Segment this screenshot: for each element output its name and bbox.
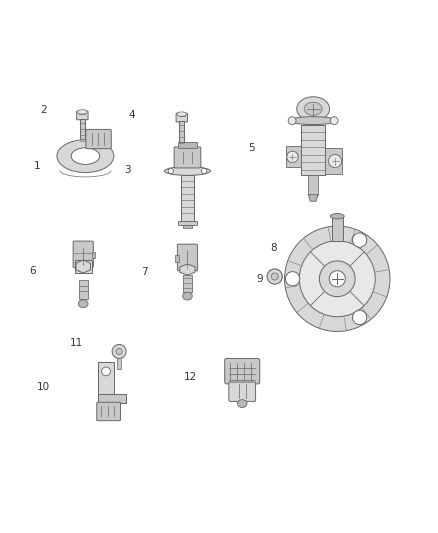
Bar (178, 142, 197, 148)
FancyBboxPatch shape (86, 130, 111, 149)
Ellipse shape (57, 140, 114, 173)
Polygon shape (308, 195, 318, 201)
Circle shape (329, 271, 345, 287)
FancyBboxPatch shape (174, 147, 201, 168)
Circle shape (286, 272, 300, 286)
Circle shape (288, 117, 296, 125)
Text: 10: 10 (37, 382, 50, 392)
Text: 8: 8 (270, 243, 277, 253)
Text: 3: 3 (124, 165, 131, 175)
Bar (178, 221, 197, 225)
FancyBboxPatch shape (176, 113, 187, 122)
Circle shape (102, 367, 110, 376)
Circle shape (330, 117, 338, 125)
Bar (92, 252, 95, 258)
Bar (175, 255, 179, 262)
Text: 4: 4 (128, 110, 135, 120)
Circle shape (201, 168, 207, 174)
Text: 12: 12 (184, 372, 197, 382)
Bar (301, 125, 325, 175)
Bar (79, 280, 88, 300)
Circle shape (353, 233, 367, 247)
FancyBboxPatch shape (177, 244, 198, 271)
FancyBboxPatch shape (97, 402, 120, 421)
Bar (332, 216, 343, 241)
Ellipse shape (177, 112, 187, 116)
Bar (183, 275, 192, 292)
Ellipse shape (297, 97, 329, 121)
Polygon shape (180, 264, 195, 275)
Bar (325, 149, 342, 174)
Bar (98, 394, 126, 403)
Bar (308, 175, 318, 195)
Bar (117, 359, 121, 369)
Bar (75, 260, 92, 273)
Circle shape (328, 155, 342, 168)
Circle shape (299, 241, 375, 317)
Circle shape (116, 349, 122, 354)
Text: 9: 9 (257, 274, 264, 284)
Text: 2: 2 (40, 104, 47, 115)
Ellipse shape (78, 300, 88, 308)
Circle shape (168, 168, 173, 174)
Circle shape (285, 226, 390, 332)
Text: 7: 7 (141, 266, 148, 277)
Bar (286, 147, 301, 167)
Ellipse shape (78, 110, 87, 114)
Ellipse shape (289, 117, 337, 125)
Ellipse shape (237, 400, 247, 408)
Circle shape (319, 261, 355, 297)
Bar (98, 361, 114, 394)
Bar (183, 225, 192, 229)
FancyBboxPatch shape (225, 359, 260, 384)
Polygon shape (76, 260, 90, 273)
Text: 11: 11 (70, 338, 83, 348)
Circle shape (267, 269, 283, 284)
Bar (179, 121, 184, 148)
Bar (181, 175, 194, 221)
Circle shape (271, 273, 278, 280)
Ellipse shape (183, 292, 192, 300)
FancyBboxPatch shape (229, 382, 256, 401)
Circle shape (287, 151, 298, 163)
Bar (80, 119, 85, 146)
Ellipse shape (71, 148, 99, 165)
Text: 6: 6 (29, 266, 36, 276)
FancyBboxPatch shape (73, 241, 93, 268)
Text: 5: 5 (248, 143, 255, 154)
Ellipse shape (304, 102, 322, 116)
Ellipse shape (164, 167, 211, 175)
Circle shape (112, 344, 126, 359)
FancyBboxPatch shape (77, 111, 88, 120)
Ellipse shape (330, 214, 344, 219)
Text: 1: 1 (34, 161, 41, 171)
Circle shape (353, 310, 367, 325)
